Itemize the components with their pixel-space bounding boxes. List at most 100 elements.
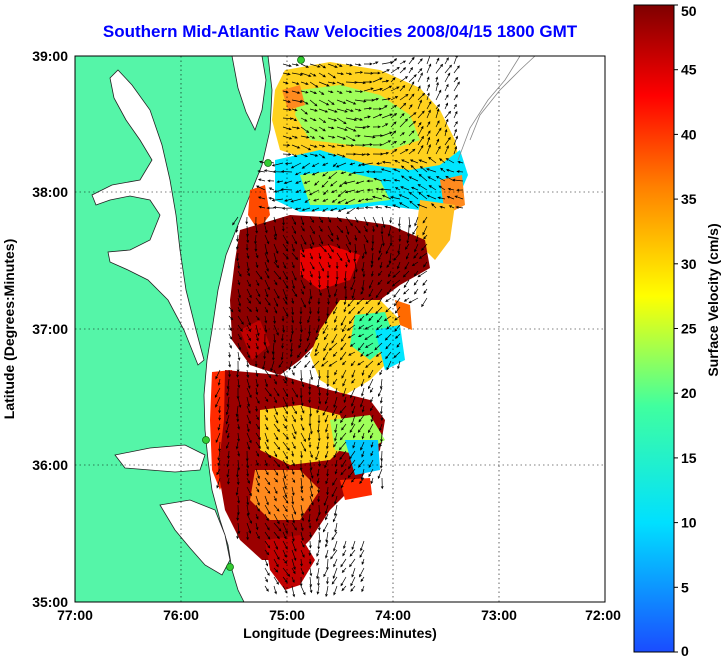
velocity-arrow [228, 351, 231, 358]
velocity-arrow [339, 180, 347, 188]
velocity-arrow [232, 216, 239, 226]
velocity-arrow [282, 108, 292, 112]
velocity-arrow [360, 396, 365, 408]
velocity-arrow [364, 206, 374, 209]
velocity-arrow [227, 450, 230, 460]
velocity-arrow [335, 162, 347, 168]
velocity-arrow [340, 342, 347, 351]
velocity-arrow [264, 261, 269, 272]
velocity-arrow [370, 396, 374, 403]
velocity-arrow [397, 216, 401, 227]
velocity-arrow [336, 225, 344, 234]
velocity-arrow [323, 333, 329, 341]
velocity-arrow [318, 63, 327, 69]
velocity-arrow [309, 450, 313, 459]
velocity-arrow [316, 468, 320, 477]
velocity-arrow [360, 468, 365, 481]
velocity-arrow [370, 261, 374, 268]
velocity-arrow [364, 80, 373, 84]
velocity-arrow [283, 180, 293, 185]
velocity-arrow [246, 306, 252, 313]
velocity-arrow [318, 288, 322, 297]
velocity-arrow [404, 261, 410, 270]
velocity-arrow [381, 194, 392, 200]
velocity-arrow [362, 270, 366, 278]
velocity-arrow [291, 531, 295, 542]
velocity-arrow [255, 342, 259, 350]
velocity-arrow [309, 459, 313, 471]
velocity-arrow [350, 477, 356, 483]
velocity-arrow [399, 140, 407, 146]
velocity-arrow [326, 576, 329, 585]
velocity-arrow [255, 252, 259, 259]
velocity-arrow [254, 216, 258, 227]
velocity-arrow [291, 423, 297, 435]
velocity-arrow [457, 160, 464, 164]
velocity-arrow [264, 288, 269, 298]
velocity-arrow [273, 216, 277, 223]
colorbar-tick-label: 50 [681, 3, 697, 19]
velocity-arrow [318, 252, 322, 260]
velocity-arrow [381, 105, 388, 110]
velocity-arrow [228, 324, 232, 332]
velocity-arrow [236, 234, 239, 243]
velocity-arrow [318, 90, 325, 95]
velocity-arrow [453, 76, 459, 83]
velocity-arrow [338, 441, 347, 451]
velocity-arrow [389, 234, 393, 247]
velocity-arrow [282, 324, 286, 334]
velocity-arrow [345, 243, 352, 254]
velocity-arrow [299, 333, 303, 343]
velocity-arrow [255, 261, 259, 269]
velocity-arrow [291, 450, 295, 458]
velocity-arrow [322, 162, 329, 166]
velocity-arrow [423, 261, 428, 268]
velocity-arrow [273, 477, 279, 483]
velocity-arrow [390, 130, 397, 137]
velocity-arrow [300, 540, 305, 548]
velocity-arrow [366, 188, 373, 192]
velocity-arrow [264, 567, 270, 576]
velocity-arrow [255, 270, 263, 280]
velocity-arrow [379, 459, 383, 469]
velocity-arrow [308, 549, 312, 557]
velocity-arrow [368, 468, 374, 478]
velocity-arrow [371, 195, 383, 200]
velocity-arrow [304, 351, 311, 358]
velocity-arrow [318, 81, 330, 87]
velocity-arrow [332, 513, 338, 523]
velocity-arrow [332, 162, 338, 168]
velocity-arrow [408, 191, 419, 200]
velocity-arrow [336, 63, 343, 67]
velocity-arrow [309, 288, 313, 300]
velocity-arrow [314, 351, 320, 356]
velocity-arrow [356, 297, 365, 305]
velocity-arrow [317, 306, 320, 315]
velocity-arrow [273, 549, 280, 560]
velocity-arrow [297, 351, 302, 359]
velocity-arrow [336, 153, 346, 158]
velocity-arrow [417, 92, 426, 101]
velocity-arrow [336, 216, 342, 223]
velocity-arrow [255, 396, 260, 405]
velocity-arrow [301, 207, 311, 212]
velocity-arrow [328, 171, 338, 180]
velocity-arrow [366, 179, 374, 183]
velocity-arrow [245, 216, 249, 225]
velocity-arrow [448, 205, 455, 209]
velocity-arrow [282, 576, 288, 584]
velocity-arrow [412, 225, 419, 236]
velocity-arrow [255, 288, 261, 298]
velocity-arrow [300, 252, 306, 258]
velocity-arrow [333, 288, 338, 297]
velocity-arrow [237, 351, 241, 361]
velocity-arrow [332, 378, 338, 385]
velocity-arrow [377, 270, 383, 277]
velocity-arrow [290, 162, 302, 169]
velocity-arrow [271, 162, 284, 167]
velocity-arrow [341, 567, 347, 574]
velocity-arrow [358, 324, 365, 330]
velocity-arrow [390, 58, 398, 65]
velocity-arrow [331, 333, 338, 344]
velocity-arrow [340, 333, 347, 342]
